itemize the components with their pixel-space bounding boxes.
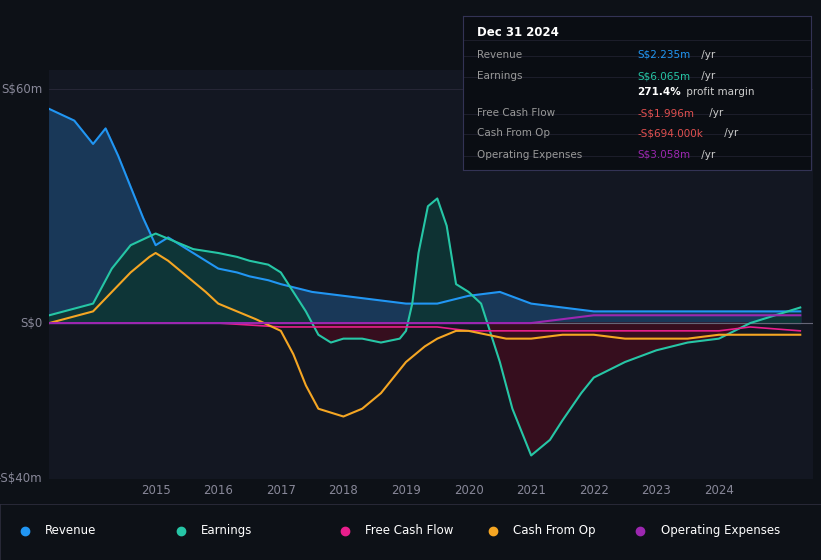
Text: Free Cash Flow: Free Cash Flow	[365, 524, 454, 538]
Text: Earnings: Earnings	[201, 524, 253, 538]
Text: Revenue: Revenue	[477, 50, 522, 59]
Text: S$3.058m: S$3.058m	[637, 150, 690, 160]
Text: S$0: S$0	[20, 316, 43, 330]
Text: S$2.235m: S$2.235m	[637, 50, 690, 59]
Text: -S$40m: -S$40m	[0, 472, 43, 486]
Text: /yr: /yr	[699, 150, 716, 160]
Text: /yr: /yr	[699, 50, 716, 59]
Text: Cash From Op: Cash From Op	[477, 128, 550, 138]
Text: Dec 31 2024: Dec 31 2024	[477, 26, 559, 39]
Text: -S$1.996m: -S$1.996m	[637, 108, 694, 118]
Text: Operating Expenses: Operating Expenses	[661, 524, 780, 538]
Text: S$6.065m: S$6.065m	[637, 71, 690, 81]
Text: Free Cash Flow: Free Cash Flow	[477, 108, 555, 118]
Text: Revenue: Revenue	[45, 524, 97, 538]
Text: Earnings: Earnings	[477, 71, 522, 81]
Text: 271.4%: 271.4%	[637, 87, 681, 96]
Text: Cash From Op: Cash From Op	[513, 524, 595, 538]
Text: -S$694.000k: -S$694.000k	[637, 128, 703, 138]
Text: /yr: /yr	[699, 71, 716, 81]
Text: S$60m: S$60m	[1, 83, 43, 96]
Text: Operating Expenses: Operating Expenses	[477, 150, 582, 160]
Text: /yr: /yr	[722, 128, 739, 138]
Text: profit margin: profit margin	[683, 87, 754, 96]
Text: /yr: /yr	[706, 108, 723, 118]
